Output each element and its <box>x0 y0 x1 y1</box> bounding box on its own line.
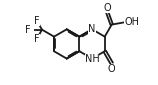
Text: F: F <box>34 16 40 26</box>
Text: OH: OH <box>125 17 139 27</box>
Text: N: N <box>88 24 96 34</box>
Text: F: F <box>25 25 31 35</box>
Text: NH: NH <box>85 54 99 64</box>
Text: F: F <box>34 34 40 44</box>
Text: O: O <box>103 3 111 13</box>
Text: O: O <box>108 64 115 74</box>
